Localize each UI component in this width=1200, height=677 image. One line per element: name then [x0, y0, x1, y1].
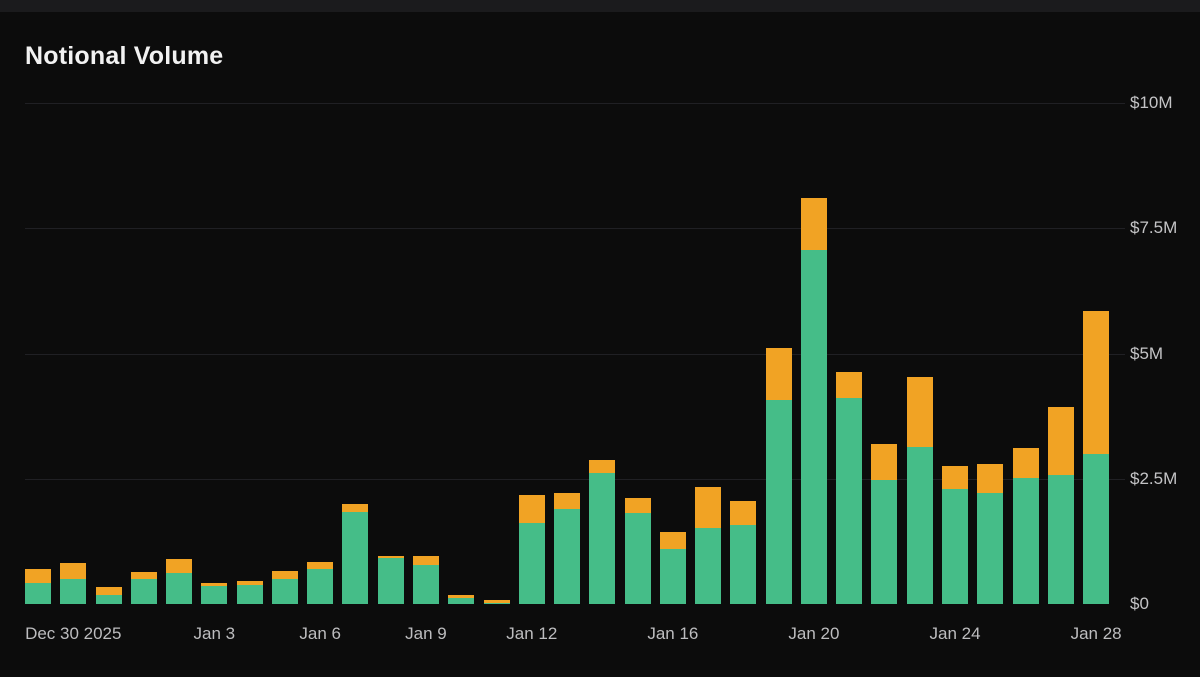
bar-dec-30[interactable]	[60, 562, 87, 604]
bar-orange-segment	[130, 571, 157, 580]
bar-orange-segment	[271, 570, 298, 579]
bar-jan-19[interactable]	[765, 347, 792, 604]
x-axis-tick-label: Dec 30 2025	[25, 624, 122, 643]
bar-orange-segment	[800, 198, 827, 250]
bar-orange-segment	[624, 497, 651, 514]
x-axis-tick-label: Jan 16	[647, 624, 699, 643]
bar-orange-segment	[342, 504, 369, 513]
bar-orange-segment	[307, 561, 334, 569]
bar-orange-segment	[871, 444, 898, 480]
bar-orange-segment	[166, 559, 193, 573]
gridline	[25, 103, 1125, 104]
bar-jan-26[interactable]	[1012, 447, 1039, 604]
y-axis-tick-label: $7.5M	[1130, 218, 1178, 238]
bar-jan-23[interactable]	[906, 377, 933, 604]
bar-jan-2[interactable]	[166, 559, 193, 604]
bar-jan-10[interactable]	[448, 594, 475, 604]
bar-jan-20[interactable]	[800, 198, 827, 604]
bar-orange-segment	[765, 347, 792, 400]
bar-jan-15[interactable]	[624, 497, 651, 604]
top-edge	[0, 0, 1200, 12]
bar-jan-7[interactable]	[342, 504, 369, 604]
bar-orange-segment	[518, 494, 545, 524]
y-axis-tick-label: $5M	[1130, 343, 1164, 363]
bar-orange-segment	[236, 580, 263, 585]
chart-title: Notional Volume	[25, 42, 224, 70]
bar-jan-5[interactable]	[271, 570, 298, 604]
bar-jan-18[interactable]	[730, 500, 757, 604]
y-axis-tick-label: $10M	[1130, 93, 1173, 112]
bar-jan-3[interactable]	[201, 583, 228, 604]
bar-jan-27[interactable]	[1047, 407, 1074, 604]
bar-jan-17[interactable]	[695, 486, 722, 604]
bar-orange-segment	[412, 555, 439, 565]
bar-jan-11[interactable]	[483, 599, 510, 604]
bar-orange-segment	[1047, 407, 1074, 475]
bar-jan-1[interactable]	[130, 571, 157, 604]
x-axis-tick-label: Jan 24	[929, 624, 981, 643]
bar-jan-6[interactable]	[307, 561, 334, 604]
bar-jan-22[interactable]	[871, 444, 898, 604]
y-axis-tick-label: $2.5M	[1130, 468, 1178, 488]
bar-jan-14[interactable]	[589, 460, 616, 604]
gridline	[25, 478, 1125, 480]
bar-orange-segment	[659, 532, 686, 549]
bar-orange-segment	[1012, 447, 1039, 478]
bar-orange-segment	[1083, 310, 1110, 455]
bar-orange-segment	[25, 568, 51, 584]
bar-jan-13[interactable]	[554, 493, 581, 604]
bar-jan-8[interactable]	[377, 555, 404, 604]
bar-orange-segment	[95, 587, 122, 595]
bar-jan-25[interactable]	[977, 464, 1004, 604]
gridline	[25, 228, 1125, 230]
bar-orange-segment	[589, 460, 616, 474]
gridline	[25, 353, 1125, 355]
x-axis-tick-label: Jan 12	[506, 624, 558, 643]
bar-jan-4[interactable]	[236, 580, 263, 604]
x-axis-tick-label: Jan 9	[405, 624, 447, 643]
y-axis-tick-label: $0	[1130, 594, 1149, 613]
x-axis-tick-label: Jan 20	[788, 624, 840, 643]
bar-orange-segment	[977, 464, 1004, 494]
x-axis-tick-label: Jan 28	[1070, 624, 1122, 643]
x-axis-tick-label: Jan 3	[193, 624, 236, 643]
bar-orange-segment	[730, 500, 757, 525]
bar-orange-segment	[942, 466, 969, 490]
bar-jan-24[interactable]	[942, 466, 969, 604]
bar-orange-segment	[836, 371, 863, 399]
bar-orange-segment	[554, 493, 581, 510]
bar-orange-segment	[448, 594, 475, 599]
bar-orange-segment	[695, 486, 722, 528]
bar-orange-segment	[377, 555, 404, 559]
bar-jan-12[interactable]	[518, 494, 545, 604]
bar-dec-29[interactable]	[25, 568, 51, 604]
x-axis-tick-label: Jan 6	[299, 624, 341, 643]
bar-jan-9[interactable]	[412, 555, 439, 604]
bar-orange-segment	[201, 583, 228, 586]
bar-jan-28[interactable]	[1083, 310, 1110, 604]
bar-orange-segment	[60, 562, 87, 580]
bar-dec-31[interactable]	[95, 587, 122, 604]
bar-jan-16[interactable]	[659, 532, 686, 604]
bar-orange-segment	[906, 377, 933, 447]
bar-orange-segment	[483, 599, 510, 603]
bar-jan-21[interactable]	[836, 371, 863, 604]
